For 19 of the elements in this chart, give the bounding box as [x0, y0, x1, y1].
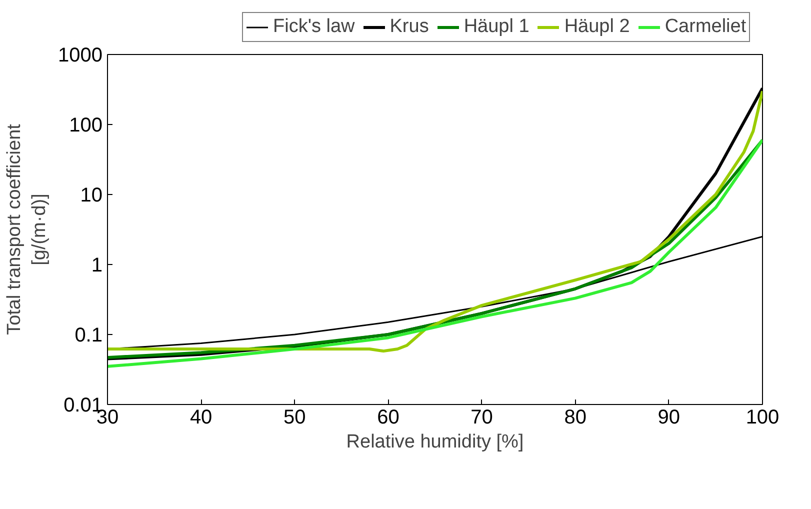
- x-tick-label: 40: [190, 406, 212, 428]
- legend-label: Krus: [390, 16, 429, 38]
- y-tick-label: 1: [91, 254, 102, 276]
- legend-label: Carmeliet: [664, 16, 746, 38]
- x-tick-label: 80: [564, 406, 586, 428]
- y-tick-label: 10: [80, 184, 103, 206]
- x-tick-label: 90: [658, 406, 680, 428]
- y-axis-title: Total transport coefficient [g/(m·d)]: [4, 123, 50, 335]
- x-axis-title: Relative humidity [%]: [346, 432, 524, 452]
- legend-label: Fick's law: [273, 16, 355, 38]
- x-tick-label: 50: [284, 406, 306, 428]
- y-tick-label: 0.1: [74, 324, 103, 346]
- x-tick-label: 100: [746, 406, 780, 428]
- y-tick-label: 100: [69, 114, 103, 136]
- x-tick-label: 70: [470, 406, 493, 428]
- y-tick-label: 1000: [58, 44, 103, 66]
- x-tick-label: 60: [377, 406, 400, 428]
- legend-label: Häupl 2: [564, 16, 630, 38]
- legend-label: Häupl 1: [464, 16, 530, 38]
